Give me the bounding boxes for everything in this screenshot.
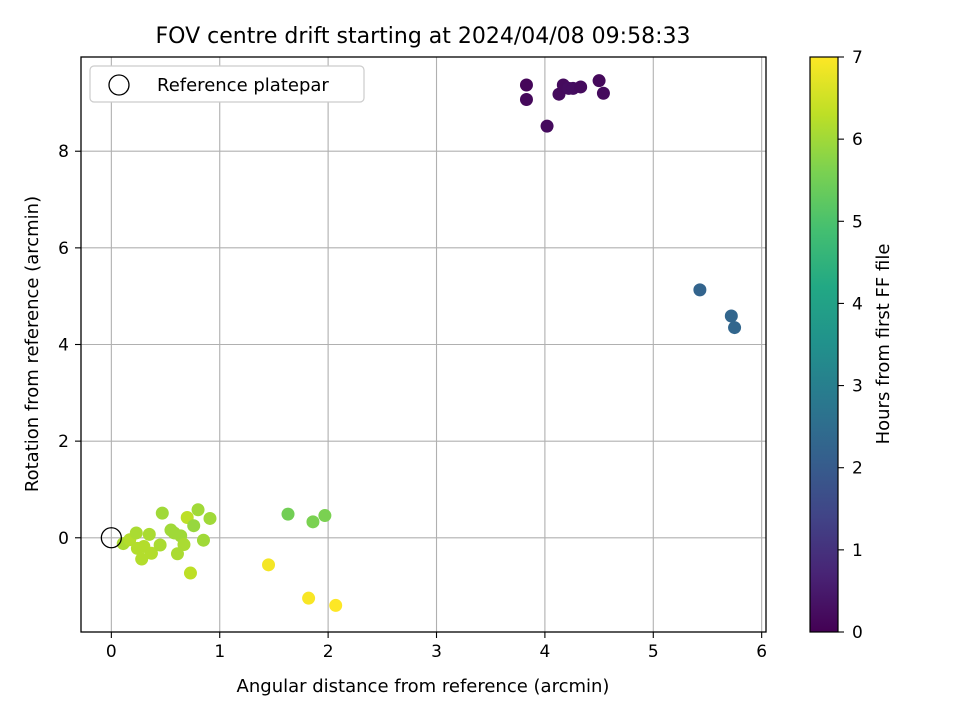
legend: Reference platepar [89, 65, 365, 103]
colorbar-tick-label: 4 [852, 294, 863, 314]
scatter-point [187, 519, 201, 533]
scatter-point [693, 283, 707, 297]
scatter-point [306, 515, 320, 529]
scatter-point [728, 321, 742, 335]
scatter-point [170, 547, 184, 561]
x-tick-label: 4 [539, 642, 550, 662]
y-tick-label: 0 [58, 529, 69, 549]
chart-title: FOV centre drift starting at 2024/04/08 … [156, 24, 691, 49]
x-axis-label: Angular distance from reference (arcmin) [237, 676, 610, 697]
scatter-point [281, 507, 295, 521]
x-tick-label: 3 [431, 642, 442, 662]
legend-open-circle-marker [108, 74, 130, 96]
scatter-point [519, 78, 533, 92]
legend-box [89, 65, 365, 103]
y-tick-label: 8 [58, 142, 69, 162]
colorbar: 0 1 2 3 4 5 6 7 Hours from first FF file [809, 48, 894, 643]
scatter-point [329, 598, 343, 612]
colorbar-gradient [809, 56, 839, 633]
x-tick-label: 1 [214, 642, 225, 662]
y-tick-label: 6 [58, 239, 69, 259]
reference-platepar-marker [100, 527, 122, 549]
x-tick-label: 0 [106, 642, 117, 662]
grid-lines [81, 57, 766, 632]
scatter-point [183, 566, 197, 580]
scatter-point [135, 552, 149, 566]
scatter-point [540, 119, 554, 133]
scatter-point [596, 86, 610, 100]
y-tick-label: 2 [58, 432, 69, 452]
legend-label: Reference platepar [157, 75, 329, 96]
colorbar-tick-label: 5 [852, 212, 863, 232]
scatter-point [191, 503, 205, 517]
scatter-point [592, 74, 606, 88]
scatter-point [574, 80, 588, 94]
colorbar-tick-label: 2 [852, 459, 863, 479]
x-axis-ticks: 0 1 2 3 4 5 6 [106, 632, 767, 662]
colorbar-tick-label: 3 [852, 377, 863, 397]
x-tick-label: 5 [648, 642, 659, 662]
colorbar-tick-label: 1 [852, 541, 863, 561]
reference-point-marker [100, 527, 122, 549]
y-axis-label: Rotation from reference (arcmin) [22, 196, 43, 492]
y-axis-ticks: 0 2 4 6 8 [58, 142, 81, 549]
scatter-point [129, 526, 143, 540]
scatter-point [177, 538, 191, 552]
x-tick-label: 6 [756, 642, 767, 662]
scatter-point [142, 527, 156, 541]
colorbar-tick-label: 6 [852, 130, 863, 150]
scatter-point [302, 591, 316, 605]
scatter-point [519, 93, 533, 107]
scatter-point [153, 538, 167, 552]
scatter-point [318, 509, 332, 523]
scatter-point [155, 506, 169, 520]
colorbar-label: Hours from first FF file [873, 244, 894, 445]
colorbar-tick-label: 0 [852, 623, 863, 643]
x-tick-label: 2 [323, 642, 334, 662]
scatter-point [262, 558, 276, 572]
colorbar-tick-label: 7 [852, 48, 863, 68]
scatter-points [116, 74, 742, 612]
scatter-point [203, 511, 217, 525]
y-tick-label: 4 [58, 336, 69, 356]
colorbar-ticks: 0 1 2 3 4 5 6 7 [838, 48, 863, 643]
scatter-point [724, 309, 738, 323]
scatter-point [196, 533, 210, 547]
scatter-point [144, 546, 158, 560]
